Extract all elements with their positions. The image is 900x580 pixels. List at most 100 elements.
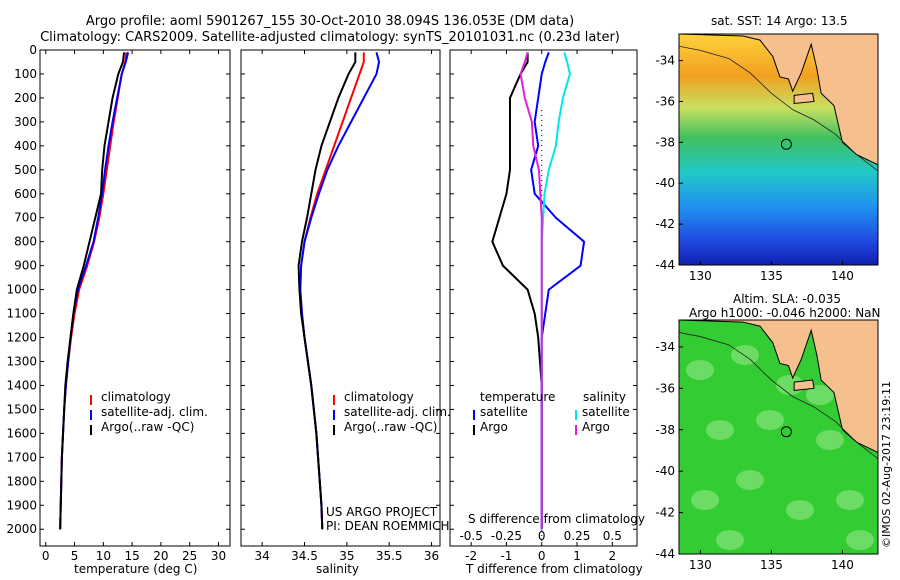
chart-title-line2: Climatology: CARS2009. Satellite-adjuste… xyxy=(40,30,620,45)
sst-map-frame xyxy=(678,33,879,266)
salinity-xtick-label: 35 xyxy=(339,549,354,563)
imos-watermark: ©IMOS 02-Aug-2017 23:19:11 xyxy=(880,381,893,548)
difference-xtick-label: 1 xyxy=(573,549,581,563)
sla-anomaly xyxy=(706,420,734,440)
sla-anomaly xyxy=(686,360,714,380)
salinity-legend-satellite: satellite-adj. clim. xyxy=(344,405,451,419)
sla-anomaly xyxy=(691,490,719,510)
temperature-xtick-label: 30 xyxy=(211,549,226,563)
sst-map-panel: 130 135 140 -34 -36 -38 -40 -42 -44 xyxy=(655,33,879,283)
series-line-climatology xyxy=(299,52,365,530)
diff-legend-sal-argo: Argo xyxy=(582,420,610,434)
depth-tick-label: 1800 xyxy=(6,474,37,488)
temperature-xtick-label: 5 xyxy=(71,549,79,563)
legend-swatch xyxy=(90,395,92,405)
diff-legend-temp-satellite: satellite xyxy=(480,405,528,419)
temperature-panel: 0 5 10 15 20 25 300100200300400500600700800900… xyxy=(6,43,231,563)
salinity-xtick-label: 34.5 xyxy=(291,549,318,563)
depth-tick-label: 1700 xyxy=(6,450,37,464)
salinity-legend-climatology: climatology xyxy=(344,390,414,404)
sst-map-ytick-label: -44 xyxy=(655,258,675,272)
sla-map-ytick-label: -36 xyxy=(655,381,675,395)
sla-anomaly xyxy=(816,430,844,450)
sla-map-ytick-label: -42 xyxy=(655,506,675,520)
difference-xtick-label: 2 xyxy=(608,549,616,563)
sst-map-ytick-label: -38 xyxy=(655,135,675,149)
series-line-sal-salinity-satellite xyxy=(540,52,571,530)
legend-swatch xyxy=(90,425,92,435)
sst-map-ytick-label: -34 xyxy=(655,54,675,68)
difference-top-tick-label: 0 xyxy=(538,529,546,543)
sst-map-xtick-label: 130 xyxy=(689,269,712,283)
diff-legend-salinity-title: salinity xyxy=(583,390,627,404)
sla-map-contour xyxy=(679,332,878,460)
temperature-xtick-label: 25 xyxy=(182,549,197,563)
legend-swatch xyxy=(575,425,577,435)
temperature-legend-satellite: satellite-adj. clim. xyxy=(101,405,208,419)
sla-anomaly xyxy=(731,345,759,365)
difference-top-tick-label: -0.5 xyxy=(459,529,482,543)
legend-swatch xyxy=(333,425,335,435)
sla-map-xtick-label: 140 xyxy=(831,558,854,572)
pi-note: PI: DEAN ROEMMICH xyxy=(326,519,450,533)
temperature-legend-argo: Argo(..raw -QC) xyxy=(101,420,195,434)
difference-top-tick-label: 0.25 xyxy=(564,529,591,543)
sla-map-ytick-label: -34 xyxy=(655,340,675,354)
depth-tick-label: 700 xyxy=(14,211,37,225)
temperature-legend-climatology: climatology xyxy=(101,390,171,404)
depth-tick-label: 900 xyxy=(14,259,37,273)
difference-top-tick-label: 0.5 xyxy=(603,529,622,543)
sla-anomaly xyxy=(736,470,764,490)
depth-tick-label: 2000 xyxy=(6,522,37,536)
series-line-climatology xyxy=(59,52,128,530)
sla-map-content xyxy=(679,320,878,554)
project-note: US ARGO PROJECT xyxy=(326,505,438,519)
depth-tick-label: 1200 xyxy=(6,331,37,345)
depth-tick-label: 0 xyxy=(29,43,37,57)
sla-map-frame xyxy=(678,319,879,555)
chart-title-line1: Argo profile: aoml 5901267_155 30-Oct-20… xyxy=(85,14,575,29)
sla-map-ytick-label: -44 xyxy=(655,547,675,561)
diff-legend-temperature-title: temperature xyxy=(480,390,556,404)
temperature-xtick-label: 15 xyxy=(124,549,139,563)
series-line-satellite-adj-clim- xyxy=(299,52,381,530)
sla-anomaly xyxy=(716,530,744,550)
legend-swatch xyxy=(575,410,577,420)
sst-map-contour xyxy=(679,45,878,172)
difference-xtick-label: 0 xyxy=(538,549,546,563)
sla-map-panel: 130 135 140 -34 -36 -38 -40 -42 -44 xyxy=(655,319,879,572)
depth-tick-label: 1400 xyxy=(6,378,37,392)
sla-map-argo-marker xyxy=(780,426,792,438)
depth-tick-label: 1100 xyxy=(6,307,37,321)
series-line-satellite-adj-clim- xyxy=(59,52,130,530)
depth-tick-label: 1000 xyxy=(6,283,37,297)
sst-map-xtick-label: 140 xyxy=(831,269,854,283)
temperature-frame xyxy=(39,49,231,547)
difference-xtick-label: -1 xyxy=(500,549,512,563)
depth-tick-label: 1900 xyxy=(6,498,37,512)
temperature-xtick-label: 20 xyxy=(153,549,168,563)
temperature-xlabel: temperature (deg C) xyxy=(74,562,198,576)
diff-legend-sal-satellite: satellite xyxy=(582,405,630,419)
series-line-argo-raw-qc- xyxy=(59,52,126,530)
difference-frame xyxy=(449,49,638,547)
sla-anomaly xyxy=(846,530,874,550)
sla-map-title-line1: Altim. SLA: -0.035 xyxy=(733,292,842,306)
salinity-xlabel: salinity xyxy=(316,562,360,576)
depth-tick-label: 100 xyxy=(14,67,37,81)
depth-tick-label: 800 xyxy=(14,235,37,249)
legend-swatch xyxy=(333,410,335,420)
sla-anomaly xyxy=(806,385,834,405)
depth-tick-label: 600 xyxy=(14,187,37,201)
sla-map-title-line2: Argo h1000: -0.046 h2000: NaN xyxy=(689,306,881,320)
sst-map-land xyxy=(679,34,878,166)
salinity-xtick-label: 35.5 xyxy=(376,549,403,563)
legend-swatch xyxy=(333,395,335,405)
sst-map-argo-marker xyxy=(780,138,792,150)
depth-tick-label: 1300 xyxy=(6,354,37,368)
sla-map-ytick-label: -40 xyxy=(655,464,675,478)
series-line-argo-raw-qc- xyxy=(297,52,357,530)
salinity-panel: 34 34.5 35 35.5 36 xyxy=(240,49,441,563)
sla-map-ytick-label: -38 xyxy=(655,423,675,437)
